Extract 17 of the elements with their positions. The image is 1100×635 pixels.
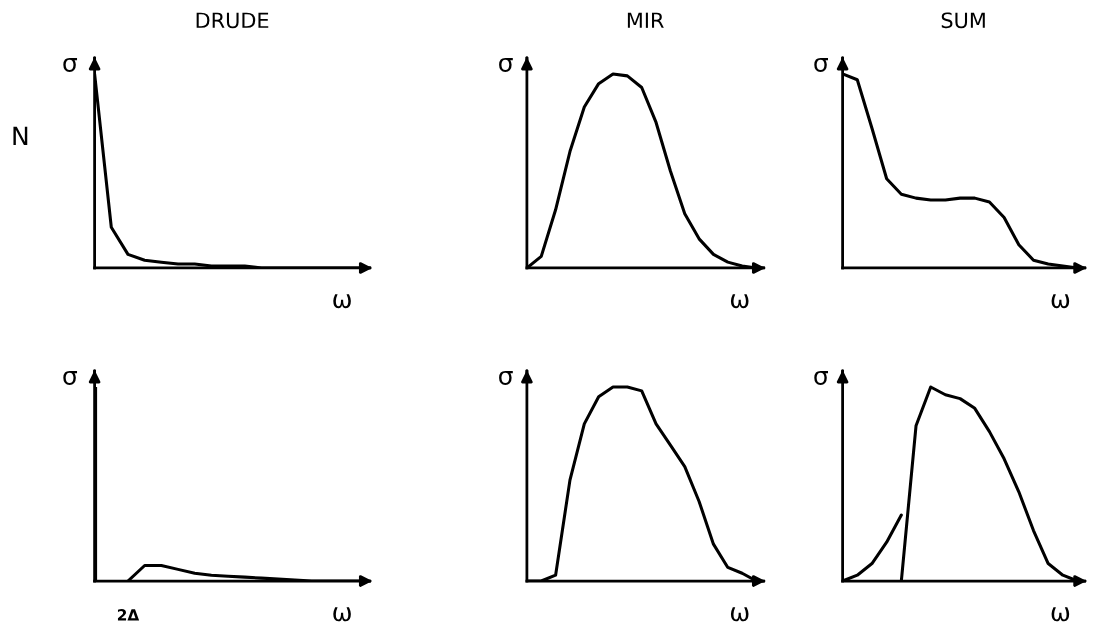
y-axis-title: σ bbox=[499, 57, 513, 72]
text: N bbox=[13, 126, 28, 145]
annotation: 2Δ bbox=[117, 609, 140, 621]
y-axis-title: σ bbox=[63, 57, 78, 72]
chart-title: MIR bbox=[627, 12, 664, 28]
chart-title: DRUDE bbox=[196, 12, 269, 29]
y-axis-title: σ bbox=[814, 370, 829, 386]
x-axis-title: ω bbox=[730, 294, 749, 309]
y-axis-title: σ bbox=[814, 57, 829, 72]
x-axis-title: ω bbox=[333, 607, 351, 622]
y-axis-title: σ bbox=[63, 370, 78, 386]
x-axis-title: ω bbox=[730, 607, 749, 622]
y-axis-title: σ bbox=[499, 370, 513, 386]
chart-title: SUM bbox=[941, 12, 985, 29]
x-axis-title: ω bbox=[1051, 294, 1070, 309]
x-axis-title: ω bbox=[333, 294, 351, 309]
x-axis-title: ω bbox=[1051, 607, 1070, 622]
